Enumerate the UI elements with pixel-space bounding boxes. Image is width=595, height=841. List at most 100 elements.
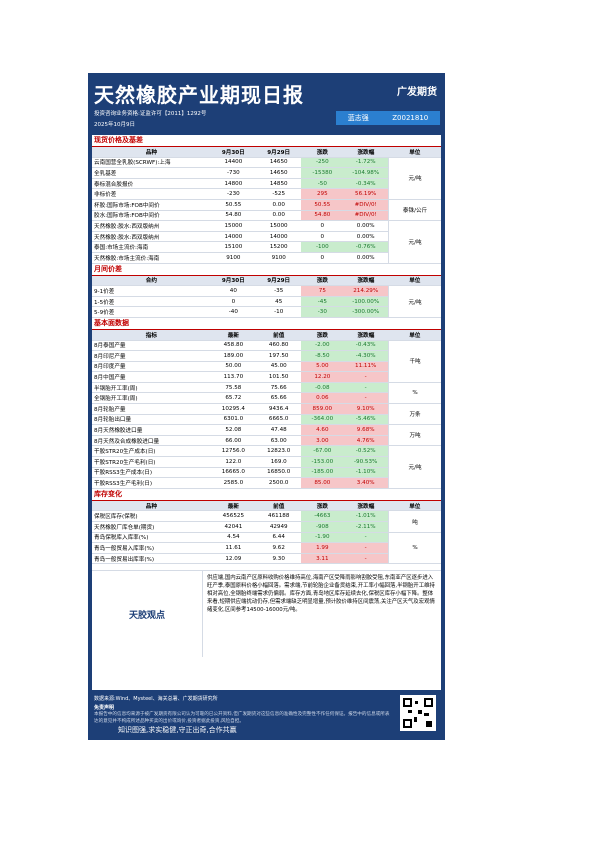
table-cell: 14850 xyxy=(256,178,302,190)
table-cell: 半钢胎开工率(周) xyxy=(92,382,211,394)
table-cell: 3.00 xyxy=(301,435,344,447)
table-cell: 9-1价差 xyxy=(92,285,211,297)
table-cell: 14650 xyxy=(256,167,302,179)
table-cell: 12823.0 xyxy=(256,445,302,458)
header-row: 合约 9月30日 9月29日 涨跌 涨跌幅 单位 xyxy=(92,275,441,287)
table-cell: -8.50 xyxy=(301,350,344,362)
table-row: 干胶STR20生产毛利(日) 122.0 169.0 -153.00 -90.53% xyxy=(92,456,441,468)
header-cell: 合约 xyxy=(92,275,211,287)
table-cell: 14000 xyxy=(256,231,302,243)
table-cell: 0 xyxy=(210,296,257,308)
table-cell: 0 xyxy=(301,220,344,232)
table-cell: -0.52% xyxy=(343,445,389,458)
table-cell: 8月轮胎出口量 xyxy=(92,414,211,426)
table-row: 8月轮胎出口量 6301.0 6665.0 -364.00 -5.46% xyxy=(92,414,441,426)
table-cell: -5.46% xyxy=(343,414,389,426)
table-cell: 0 xyxy=(301,231,344,243)
table-cell: -300.00% xyxy=(343,306,389,318)
table-row: 干胶RSS3生产毛利(日) 2585.0 2500.0 85.00 3.40% xyxy=(92,477,441,489)
table-cell: -908 xyxy=(301,521,344,533)
unit-cell: 万吨 xyxy=(388,424,441,447)
header-row: 指标 最新 前值 涨跌 涨跌幅 单位 xyxy=(92,329,441,341)
header-cell: 单位 xyxy=(388,275,441,287)
table-cell: 2500.0 xyxy=(256,477,302,489)
analyst-id: Z0021810 xyxy=(392,114,429,122)
table-row: 8月印度产量 50.00 45.00 5.00 11.11% xyxy=(92,361,441,373)
table-cell: 1-5价差 xyxy=(92,296,211,308)
table-row: 8月印尼产量 189.00 197.50 -8.50 -4.30% xyxy=(92,350,441,362)
table-cell: 14650 xyxy=(256,157,302,169)
analyst-name: 蓝志强 xyxy=(347,114,369,122)
header-cell: 9月30日 xyxy=(210,147,257,158)
table-row: 胶水:国际市场:FOB中间价 54.80 0.00 54.80 #DIV/0! xyxy=(92,210,441,222)
table-row: 杯胶:国际市场:FOB中间价 50.55 0.00 50.55 #DIV/0! 泰铢/公斤 xyxy=(92,199,441,222)
table-row: 天然橡胶:市场主流价:海南 9100 9100 0 0.00% xyxy=(92,252,441,264)
disclaimer-title: 免责声明 xyxy=(94,705,115,711)
table-cell: 45.00 xyxy=(256,361,302,373)
header-cell: 最新 xyxy=(210,500,257,512)
table-cell: 50.55 xyxy=(210,199,257,211)
table-cell: 0.00% xyxy=(343,252,389,264)
table-cell: 66.00 xyxy=(210,435,257,447)
table-cell: -250 xyxy=(301,157,344,169)
table-cell: 8月泰国产量 xyxy=(92,340,211,352)
table-cell: 40 xyxy=(210,285,257,297)
table-cell: 101.50 xyxy=(256,371,302,383)
table-row: 天然橡胶:胶水:西双版纳州 15000 15000 0 0.00% 元/吨 xyxy=(92,220,441,264)
table-cell: -185.00 xyxy=(301,467,344,479)
header-cell: 指标 xyxy=(92,329,211,341)
table-row: 泰标混合胶报价 14800 14850 -50 -0.34% xyxy=(92,178,441,190)
table-cell: 15000 xyxy=(210,220,257,232)
table-row: 非标价差 -230 -525 295 56.19% xyxy=(92,188,441,200)
table-cell: 干胶RSS3生产毛利(日) xyxy=(92,477,211,489)
table-cell: -364.00 xyxy=(301,414,344,426)
table-cell: 50.55 xyxy=(301,199,344,211)
table-cell: -0.34% xyxy=(343,178,389,190)
table-cell: 14000 xyxy=(210,231,257,243)
unit-cell: 万条 xyxy=(388,403,441,426)
table-row: 青岛一般贸易入库率(%) 11.61 9.62 1.99- xyxy=(92,542,441,554)
table-cell: -0.08 xyxy=(301,382,344,394)
table-row: 全钢胎开工率(周) 65.72 65.66 0.06- xyxy=(92,392,441,405)
table-cell: 12756.0 xyxy=(210,445,257,458)
table-cell: -67.00 xyxy=(301,445,344,458)
header-row: 品种 最新 前值 涨跌 涨跌幅 单位 xyxy=(92,500,441,512)
table-cell: #DIV/0! xyxy=(343,210,389,222)
header-cell: 单位 xyxy=(388,500,441,512)
table-cell: -2.00 xyxy=(301,340,344,352)
table-row: 保税区库存(保税) 456525 461188 -4663 -1.01% 吨 xyxy=(92,510,441,533)
table-cell: 456525 xyxy=(210,510,257,522)
table-cell: -100.00% xyxy=(343,296,389,308)
table-cell: -90.53% xyxy=(343,456,389,468)
table-cell: 9.68% xyxy=(343,424,389,436)
table-cell: 天然橡胶厂库仓单(期货) xyxy=(92,521,211,533)
unit-cell: 元/吨 xyxy=(388,157,441,200)
table-cell: -40 xyxy=(210,306,257,318)
header-cell: 涨跌 xyxy=(301,329,344,341)
header-cell: 前值 xyxy=(256,329,302,341)
header-cell: 前值 xyxy=(256,500,302,512)
table-cell: -100 xyxy=(301,241,344,253)
table-cell: 8月天然橡胶进口量 xyxy=(92,424,211,436)
table-row: 8月中国产量 113.70 101.50 12.20- xyxy=(92,371,441,383)
table-cell: 6301.0 xyxy=(210,414,257,426)
table-cell: 197.50 xyxy=(256,350,302,362)
table-cell: 4.54 xyxy=(210,532,257,544)
header-cell: 9月29日 xyxy=(256,147,302,158)
table-cell: 3.11 xyxy=(301,553,344,565)
table-cell: 11.61 xyxy=(210,542,257,554)
unit-cell: 元/吨 xyxy=(388,220,441,264)
section-title: 月间价差 xyxy=(92,264,441,276)
table-cell: 16665.0 xyxy=(210,467,257,479)
table-cell: -1.72% xyxy=(343,157,389,169)
header-cell: 涨跌 xyxy=(301,147,344,158)
table-cell: 青岛一般贸易出库率(%) xyxy=(92,553,211,565)
table-cell: - xyxy=(343,371,389,383)
table-cell: 54.80 xyxy=(301,210,344,222)
table-row: 5-9价差 -40 -10 -30 -300.00% xyxy=(92,306,441,318)
header-cell: 单位 xyxy=(388,147,441,158)
table-cell: 12.20 xyxy=(301,371,344,383)
table-cell: 0.00 xyxy=(256,210,302,222)
unit-cell: % xyxy=(388,382,441,405)
